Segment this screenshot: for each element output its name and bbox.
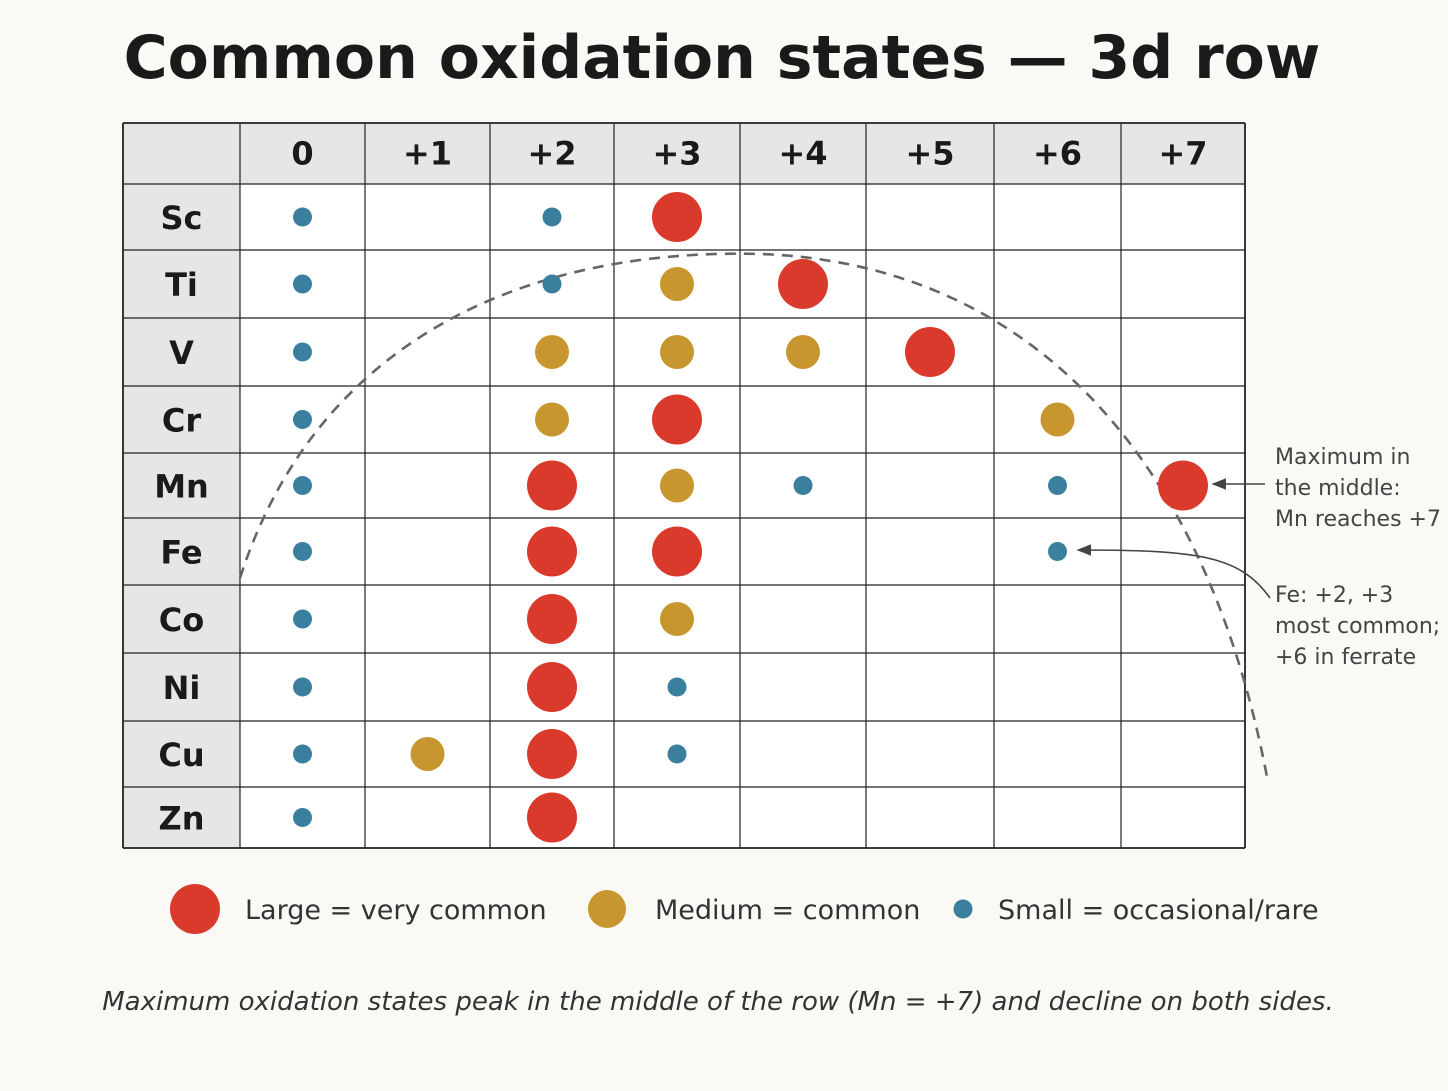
point-cr-0 [293, 410, 312, 429]
point-zn-0 [293, 808, 312, 827]
column-header-0: 0 [291, 135, 313, 173]
point-cu-0 [293, 744, 312, 764]
column-header-6: +6 [1033, 135, 1082, 173]
point-mn-plus4 [793, 476, 813, 495]
point-cr-plus6 [1040, 402, 1075, 437]
point-v-plus3 [660, 335, 694, 369]
row-header-fe: Fe [160, 534, 202, 572]
annotation-text-0-1: the middle: [1275, 476, 1401, 501]
row-header-mn: Mn [154, 468, 209, 506]
table-grid: 0 +1 +2 +3 +4 +5 +6 +7 Sc Ti V Cr Mn Fe Co Ni Cu Zn [122, 122, 1246, 849]
point-fe-plus2 [527, 526, 577, 577]
point-ni-plus3 [667, 677, 687, 697]
point-co-plus2 [527, 594, 577, 644]
point-sc-plus2 [542, 207, 562, 227]
point-zn-plus2 [527, 792, 577, 843]
column-header-7: +7 [1158, 135, 1207, 173]
point-ni-plus2 [527, 662, 577, 712]
annotation-arrow-1 [1076, 544, 1271, 599]
point-mn-0 [293, 476, 312, 495]
point-v-plus4 [786, 335, 820, 369]
annotation-text-0-0: Maximum in [1275, 445, 1410, 470]
legend-label-large: Large = very common [245, 895, 547, 926]
column-header-3: +3 [652, 135, 701, 173]
column-header-2: +2 [527, 135, 576, 173]
column-header-1: +1 [403, 135, 452, 173]
point-fe-plus3 [652, 526, 702, 577]
row-header-ti: Ti [165, 266, 198, 304]
point-cu-plus2 [527, 729, 577, 779]
point-mn-plus6 [1048, 476, 1067, 495]
row-header-co: Co [159, 601, 204, 639]
legend-swatch-large [170, 884, 220, 934]
annotation-text-1-0: Fe: +2, +3 [1275, 583, 1393, 608]
point-mn-plus7 [1158, 460, 1208, 511]
point-co-0 [293, 609, 312, 629]
row-header-ni: Ni [163, 669, 201, 707]
annotation-text-0-2: Mn reaches +7 [1275, 507, 1441, 532]
point-ti-plus2 [542, 274, 562, 294]
legend: Large = very common Medium = common Small … [170, 884, 1319, 934]
chart-caption: Maximum oxidation states peak in the mid… [102, 987, 1334, 1017]
legend-label-medium: Medium = common [655, 895, 920, 926]
annotation-text-1-1: most common; [1275, 614, 1440, 639]
point-ni-0 [293, 677, 312, 697]
point-v-plus5 [905, 327, 955, 377]
point-fe-plus6 [1048, 542, 1067, 561]
point-cu-plus1 [410, 737, 445, 771]
header-row-bg [123, 123, 1245, 184]
body-bg [240, 184, 1245, 848]
column-header-5: +5 [905, 135, 954, 173]
legend-swatch-small [953, 899, 973, 919]
point-ti-plus4 [778, 259, 828, 309]
point-ti-0 [293, 274, 312, 294]
point-cr-plus2 [535, 402, 569, 437]
row-header-zn: Zn [159, 800, 205, 838]
point-sc-0 [293, 207, 312, 227]
row-header-v: V [169, 334, 194, 372]
chart-title: Common oxidation states — 3d row [124, 23, 1321, 93]
point-v-0 [293, 342, 312, 362]
data-points [293, 192, 1208, 843]
row-header-cr: Cr [162, 402, 201, 440]
point-mn-plus2 [527, 460, 577, 511]
annotations: Maximum in the middle: Mn reaches +7 Fe: +2… [1076, 445, 1441, 670]
annotation-text-1-2: +6 in ferrate [1275, 645, 1416, 670]
point-mn-plus3 [660, 468, 694, 503]
point-v-plus2 [535, 335, 569, 369]
header-col-bg [123, 123, 240, 848]
column-header-4: +4 [778, 135, 827, 173]
point-sc-plus3 [652, 192, 702, 242]
row-header-sc: Sc [160, 199, 202, 237]
point-cr-plus3 [652, 394, 702, 445]
point-fe-0 [293, 542, 312, 561]
point-cu-plus3 [667, 744, 687, 764]
legend-swatch-medium [588, 890, 626, 928]
row-header-cu: Cu [158, 736, 204, 774]
point-ti-plus3 [660, 267, 694, 301]
point-co-plus3 [660, 602, 694, 636]
legend-label-small: Small = occasional/rare [998, 895, 1319, 926]
